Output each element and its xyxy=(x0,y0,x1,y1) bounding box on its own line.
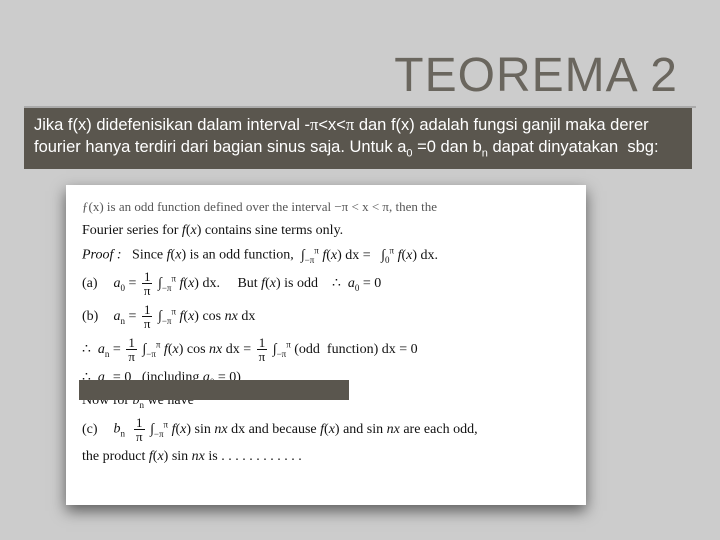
proof-b: (b) an = 1π ∫−ππ f(x) cos nx dx xyxy=(82,303,570,330)
description-box: Jika f(x) didefenisikan dalam interval -… xyxy=(24,108,692,169)
proof-top-line: ƒ(x) is an odd function defined over the… xyxy=(82,199,570,215)
proof-since: Proof : Since f(x) is an odd function, ∫… xyxy=(82,245,570,264)
proof-line-1: Fourier series for f(x) contains sine te… xyxy=(82,223,570,239)
overlay-block xyxy=(79,380,349,400)
proof-c: (c) bn 1π ∫−ππ f(x) sin nx dx and becaus… xyxy=(82,416,570,443)
proof-a: (a) a0 = 1π ∫−ππ f(x) dx. But f(x) is od… xyxy=(82,270,570,297)
proof-b2: ∴ an = 1π ∫−ππ f(x) cos nx dx = 1π ∫−ππ … xyxy=(82,336,570,363)
proof-panel: ƒ(x) is an odd function defined over the… xyxy=(66,185,586,505)
slide-title: TEOREMA 2 xyxy=(394,48,678,103)
proof-last: the product f(x) sin nx is . . . . . . .… xyxy=(82,449,570,465)
